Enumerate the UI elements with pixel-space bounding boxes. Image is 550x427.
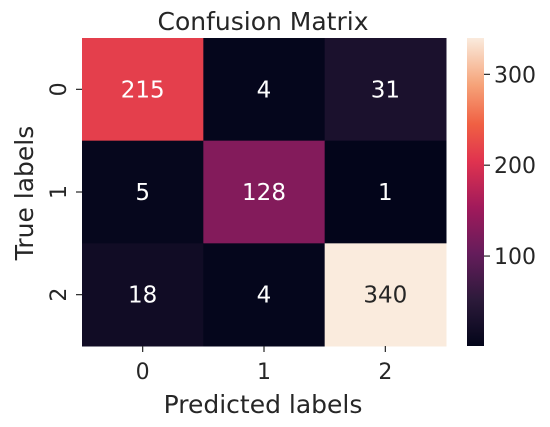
cell-value-label: 215	[121, 77, 165, 103]
y-tick-label: 1	[47, 185, 72, 199]
heatmap-cell-r2-c1	[203, 243, 326, 347]
chart-title: Confusion Matrix	[157, 7, 368, 36]
heatmap-cells	[82, 38, 447, 347]
cell-value-label: 5	[135, 180, 150, 206]
heatmap-cell-r2-c2	[324, 243, 447, 347]
cell-value-label: 4	[257, 77, 272, 103]
y-tick-label: 2	[47, 288, 72, 302]
heatmap-cell-r2-c0	[82, 243, 204, 347]
heatmap-cell-r0-c1	[203, 38, 326, 142]
colorbar	[467, 38, 484, 346]
y-tick-label: 0	[47, 82, 72, 96]
x-tick-label: 1	[257, 360, 271, 385]
cell-value-label: 18	[128, 283, 157, 309]
cell-value-label: 4	[257, 283, 272, 309]
heatmap-cell-r0-c2	[324, 38, 447, 142]
heatmap-cell-labels: 215 4 31 5 128 1 18 4 340	[121, 77, 408, 308]
x-tick-label: 2	[378, 360, 392, 385]
x-axis-ticks: 0 1 2	[136, 346, 392, 385]
cell-value-label: 31	[371, 77, 400, 103]
heatmap-cell-r1-c2	[324, 140, 447, 244]
cell-value-label: 1	[378, 180, 393, 206]
x-tick-label: 0	[136, 360, 150, 385]
colorbar-ticks: 100 200 300	[484, 63, 536, 270]
cell-value-label: 128	[242, 180, 286, 206]
cell-value-label: 340	[363, 283, 407, 309]
colorbar-tick-label: 300	[494, 63, 536, 88]
heatmap-cell-r0-c0	[82, 38, 204, 142]
colorbar-tick-label: 100	[494, 245, 536, 270]
heatmap-cell-r1-c0	[82, 140, 204, 244]
y-axis-ticks: 0 1 2	[47, 82, 82, 302]
x-axis-label: Predicted labels	[164, 390, 363, 419]
y-axis-label: True labels	[10, 126, 39, 262]
colorbar-tick-label: 200	[494, 154, 536, 179]
heatmap-cell-r1-c1	[203, 140, 326, 244]
